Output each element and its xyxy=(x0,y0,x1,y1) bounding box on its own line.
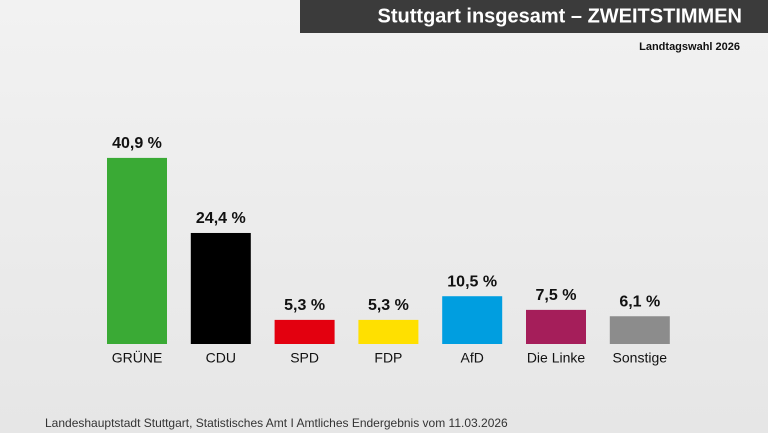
chart-subtitle: Landtagswahl 2026 xyxy=(639,41,740,53)
x-tick-label: CDU xyxy=(206,350,236,366)
value-label: 5,3 % xyxy=(284,297,325,314)
value-label: 7,5 % xyxy=(536,287,577,304)
x-tick-label: SPD xyxy=(290,350,319,366)
value-label: 5,3 % xyxy=(368,297,409,314)
value-label: 6,1 % xyxy=(619,293,660,310)
title-bar xyxy=(300,0,768,33)
bar xyxy=(107,157,167,344)
x-tick-label: Die Linke xyxy=(527,350,586,366)
bar xyxy=(190,232,251,344)
x-tick-label: AfD xyxy=(461,350,484,366)
bar xyxy=(358,319,419,344)
x-tick-label: FDP xyxy=(374,350,402,366)
bar xyxy=(274,319,335,344)
value-label: 10,5 % xyxy=(447,273,497,290)
value-label: 40,9 % xyxy=(112,135,162,152)
source-note: Landeshauptstadt Stuttgart, Statistische… xyxy=(45,416,508,430)
x-tick-label: GRÜNE xyxy=(112,349,163,366)
bar xyxy=(609,316,670,344)
bar xyxy=(442,296,503,344)
chart-title: Stuttgart insgesamt – ZWEITSTIMMEN xyxy=(378,5,742,27)
value-label: 24,4 % xyxy=(196,210,246,227)
x-tick-label: Sonstige xyxy=(613,350,668,366)
bar xyxy=(526,309,586,344)
